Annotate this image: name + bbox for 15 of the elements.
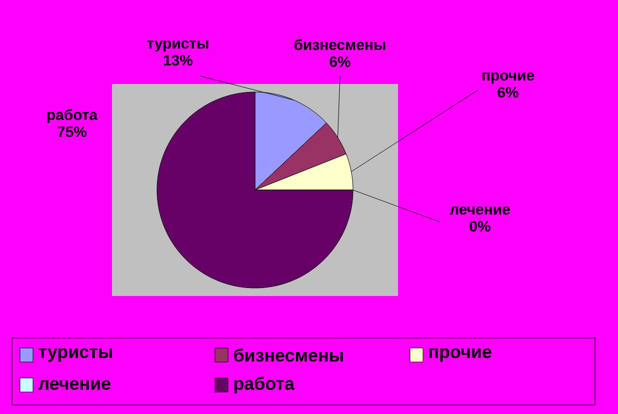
legend-label: работа (234, 376, 295, 394)
legend-label: прочие (429, 348, 492, 362)
data-label: 13% (164, 54, 193, 66)
slice-label: прочие (482, 72, 534, 84)
slice-label: туристы (147, 40, 208, 52)
slice-label: работа (47, 108, 98, 124)
data-label: 75% (58, 126, 87, 138)
category-label: лечение (450, 206, 510, 215)
legend-label: бизнесмены (234, 348, 343, 362)
data-label: 6% (330, 56, 350, 68)
slice-label: бизнесмены (294, 38, 386, 50)
text: 0% (470, 220, 490, 232)
legend-label: лечение (38, 380, 110, 390)
data-label: 6% (498, 86, 518, 98)
legend-label: туристы (38, 348, 112, 362)
